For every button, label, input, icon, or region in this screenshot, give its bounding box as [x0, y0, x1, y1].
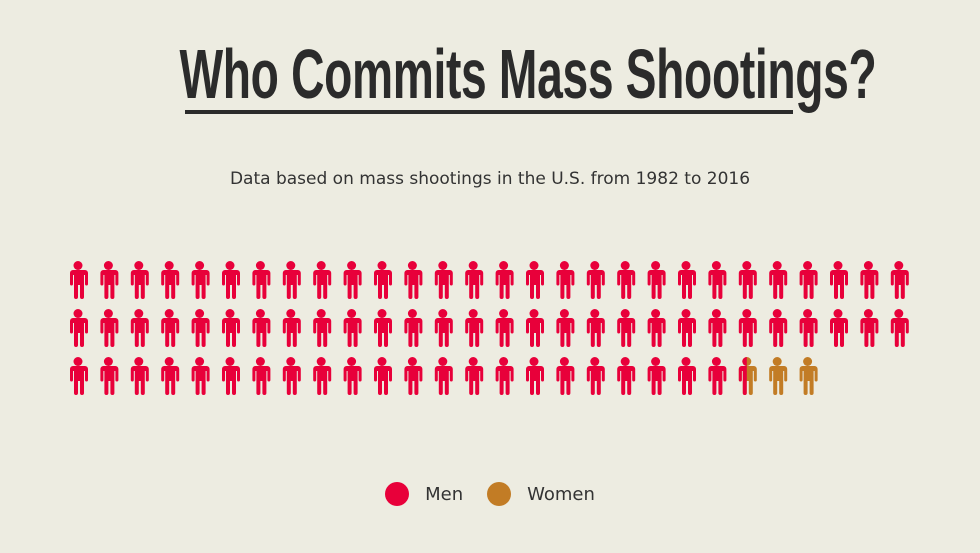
- person-icon-men: [434, 357, 453, 395]
- person-icon-men-part: [738, 357, 747, 395]
- person-icon-men: [404, 357, 423, 395]
- person-icon-men: [70, 309, 88, 347]
- person-icon-men: [130, 357, 149, 395]
- person-icon-men: [647, 309, 666, 347]
- legend-item-men: Men: [385, 482, 463, 506]
- person-icon-men: [434, 261, 453, 299]
- person-icon-men: [100, 261, 119, 299]
- person-icon-women: [769, 357, 788, 395]
- person-icon-men: [222, 261, 240, 299]
- person-icon-men: [343, 261, 362, 299]
- person-icon-men: [830, 309, 848, 347]
- person-icon-men: [191, 261, 210, 299]
- person-icon-men: [617, 261, 636, 299]
- person-icon-men: [830, 261, 848, 299]
- person-icon-men: [161, 261, 180, 299]
- person-icon-men: [100, 357, 119, 395]
- person-icon-men: [647, 261, 666, 299]
- person-icon-men: [70, 357, 88, 395]
- person-icon-men: [222, 309, 240, 347]
- person-icon-men: [374, 309, 392, 347]
- person-icon-men: [526, 357, 544, 395]
- person-icon-men: [586, 357, 605, 395]
- person-icon-men: [191, 309, 210, 347]
- person-icon-men: [890, 309, 909, 347]
- chart-title: Who Commits Mass Shootings?: [179, 35, 877, 113]
- legend-item-women: Women: [487, 482, 595, 506]
- person-icon-men: [404, 309, 423, 347]
- person-icon-men: [617, 309, 636, 347]
- person-icon-men: [738, 309, 757, 347]
- person-icon-men: [313, 309, 332, 347]
- person-icon-men: [860, 309, 879, 347]
- person-icon-men: [282, 309, 301, 347]
- legend-label-women: Women: [527, 483, 595, 505]
- person-icon-men: [252, 357, 271, 395]
- person-icon-men: [70, 261, 88, 299]
- person-icon-men: [343, 309, 362, 347]
- person-icon-men: [586, 261, 605, 299]
- person-icon-men: [708, 261, 727, 299]
- person-icon-men: [708, 357, 727, 395]
- legend: Men Women: [0, 482, 980, 506]
- person-icon-men: [130, 309, 149, 347]
- person-icon-men: [404, 261, 423, 299]
- person-icon-men: [191, 357, 210, 395]
- person-icon-men: [495, 309, 514, 347]
- person-icon-men: [526, 261, 544, 299]
- legend-label-men: Men: [425, 483, 464, 505]
- chart-subtitle: Data based on mass shootings in the U.S.…: [229, 169, 751, 189]
- title-container: Who Commits Mass Shootings?: [0, 36, 980, 112]
- person-icon-men: [465, 261, 484, 299]
- person-icon-men: [678, 309, 696, 347]
- person-icon-women: [799, 357, 818, 395]
- person-icon-men: [100, 309, 119, 347]
- person-icon-men: [343, 357, 362, 395]
- person-icon-men: [556, 309, 575, 347]
- person-icon-men: [374, 261, 392, 299]
- person-icon-men: [860, 261, 879, 299]
- person-icon-men: [769, 261, 788, 299]
- person-icon-men: [890, 261, 909, 299]
- person-icon-men: [647, 357, 666, 395]
- person-icon-men: [495, 357, 514, 395]
- person-icon-men: [586, 309, 605, 347]
- person-icon-men: [130, 261, 149, 299]
- legend-swatch-men: [385, 482, 410, 506]
- person-icon-men: [465, 309, 484, 347]
- person-icon-men: [313, 261, 332, 299]
- person-icon-men: [465, 357, 484, 395]
- person-icon-men: [769, 309, 788, 347]
- person-icon-men: [313, 357, 332, 395]
- person-icon-men: [222, 357, 240, 395]
- person-icon-men: [738, 261, 757, 299]
- person-icon-men: [556, 357, 575, 395]
- person-icon-men: [678, 261, 696, 299]
- person-icon-men: [374, 357, 392, 395]
- person-icon-men: [282, 357, 301, 395]
- person-icon-men: [708, 309, 727, 347]
- person-icon-men: [434, 309, 453, 347]
- person-icon-men: [678, 357, 696, 395]
- legend-swatch-women: [487, 482, 512, 506]
- person-icon-men: [556, 261, 575, 299]
- person-icon-men: [799, 261, 818, 299]
- person-icon-men: [495, 261, 514, 299]
- person-icon-men: [161, 309, 180, 347]
- person-icon-men: [617, 357, 636, 395]
- person-icon-men: [252, 309, 271, 347]
- person-icon-men: [282, 261, 301, 299]
- person-icon-men: [526, 309, 544, 347]
- title-underline: [185, 110, 793, 114]
- person-icon-men: [252, 261, 271, 299]
- person-icon-men: [799, 309, 818, 347]
- person-icon-men: [161, 357, 180, 395]
- person-icon-split: [738, 357, 757, 395]
